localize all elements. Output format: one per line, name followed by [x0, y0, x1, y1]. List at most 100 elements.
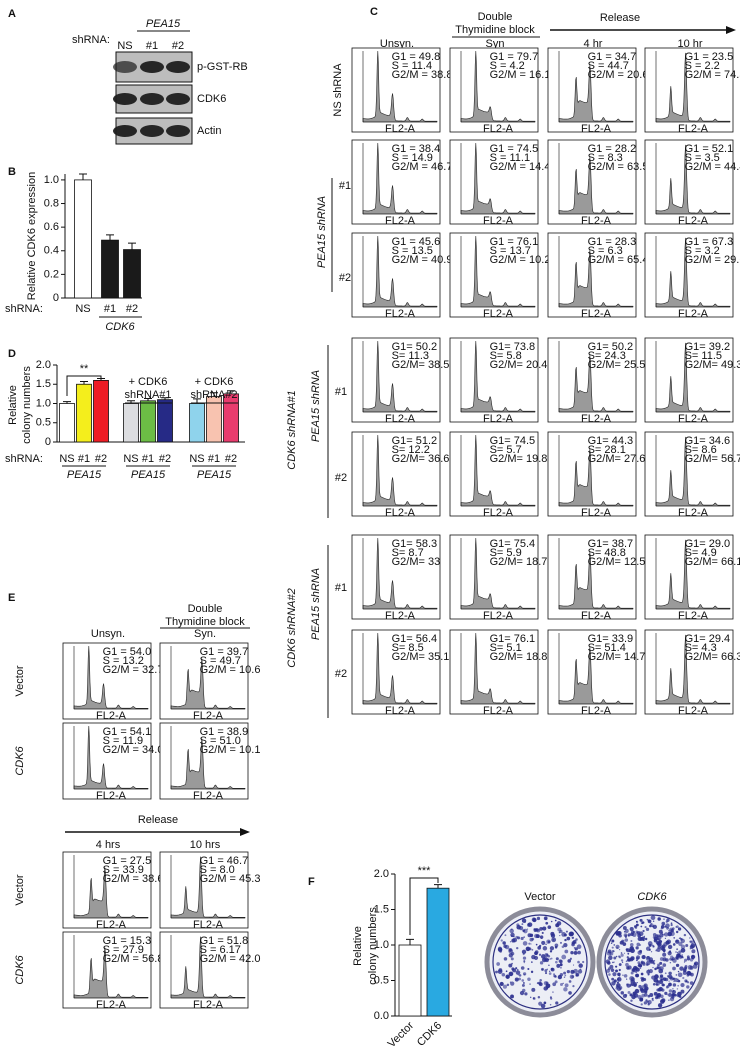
colony: [671, 927, 675, 930]
axis-label: FL2-A: [678, 610, 709, 622]
error-bar: [227, 390, 235, 394]
histogram-frame: [644, 337, 734, 423]
bar: [74, 179, 92, 299]
phase-value: G1= 29.4: [685, 633, 731, 645]
colony: [569, 957, 572, 960]
lane-label: #1: [146, 40, 158, 52]
axis-label: FL2-A: [96, 919, 127, 931]
y-tick-label: 0.8: [44, 197, 59, 209]
colony: [522, 972, 527, 976]
colony: [623, 974, 628, 978]
colony: [550, 931, 555, 936]
phase-value: G1 = 27.5: [103, 855, 152, 867]
colony: [676, 951, 679, 954]
colony: [508, 963, 513, 968]
column-header: 10 hr: [677, 38, 702, 50]
colony: [545, 981, 549, 985]
phase-value: S= 8.7: [392, 547, 424, 559]
colony: [559, 966, 562, 969]
colony: [659, 966, 664, 971]
colony: [616, 981, 619, 984]
colony: [623, 933, 628, 937]
colony: [514, 977, 519, 982]
colony: [509, 941, 512, 943]
colony: [682, 971, 687, 975]
colony: [523, 960, 526, 963]
phase-value: G1= 74.5: [490, 435, 536, 447]
colony: [650, 915, 656, 921]
axis-label: FL2-A: [193, 919, 224, 931]
histogram-trace: [460, 142, 536, 215]
colony: [497, 969, 503, 974]
colony: [501, 972, 506, 977]
colony: [531, 937, 535, 941]
y-axis-label: Relative: [7, 385, 19, 425]
phase-value: S = 13.7: [490, 245, 531, 257]
colony: [515, 967, 518, 970]
phase-value: G1= 39.2: [685, 341, 731, 353]
colony: [611, 981, 616, 986]
row-tag: #1: [335, 582, 347, 594]
colony: [575, 974, 578, 977]
histogram-trace: [73, 947, 149, 999]
colony: [651, 997, 654, 1000]
row-tag: #2: [335, 472, 347, 484]
colony: [547, 925, 552, 929]
phase-value: G1 = 28.2: [588, 143, 637, 155]
error-bar: [79, 173, 87, 180]
phase-value: S= 11.3: [392, 350, 429, 362]
phase-value: G2/M= 25.5: [588, 359, 646, 371]
colony: [634, 988, 640, 994]
histogram-trace: [558, 449, 634, 507]
lane-label: NS: [117, 40, 132, 52]
phase-value: G1 = 15.3: [103, 935, 152, 947]
colony: [613, 956, 617, 960]
y-tick-label: 0: [53, 292, 59, 304]
bar: [223, 393, 239, 443]
colony: [667, 944, 673, 950]
colony: [496, 962, 500, 966]
phase-value: G2/M = 65.4: [588, 254, 649, 266]
colony: [530, 943, 532, 945]
column-header: Syn: [486, 38, 505, 50]
phase-value: S= 5.1: [490, 642, 522, 654]
axis-label: FL2-A: [385, 507, 416, 519]
colony: [611, 939, 615, 943]
colony: [672, 988, 674, 990]
histogram-trace: [362, 632, 438, 705]
colony: [618, 955, 621, 958]
colony: [552, 982, 557, 987]
phase-value: G2/M= 49.3: [685, 359, 740, 371]
colony: [555, 960, 558, 964]
colony: [576, 944, 582, 950]
colony: [524, 992, 528, 996]
colony: [563, 987, 568, 992]
colony: [640, 972, 644, 976]
bar: [123, 249, 141, 299]
colony: [506, 983, 510, 987]
colony: [562, 982, 564, 984]
colony: [547, 958, 550, 961]
histogram-trace: [362, 340, 438, 413]
colony: [516, 968, 519, 971]
colony: [582, 960, 585, 964]
colony: [573, 950, 578, 955]
colony: [687, 965, 693, 970]
colony: [676, 948, 679, 951]
colony: [664, 991, 668, 995]
colony: [636, 931, 640, 935]
colony: [516, 925, 521, 930]
phase-value: G1= 58.3: [392, 538, 438, 550]
axis-label: FL2-A: [483, 123, 514, 135]
panel-letter: B: [8, 166, 16, 178]
y-axis-label: Relative: [352, 926, 364, 966]
colony: [561, 945, 565, 948]
histogram-frame: [351, 139, 441, 225]
colony: [682, 976, 685, 980]
colony: [544, 969, 548, 973]
y-tick-label: 1.0: [374, 939, 389, 951]
y-axis-label: colony numbers: [21, 366, 33, 444]
colony: [531, 948, 534, 951]
colony: [624, 938, 629, 942]
colony: [548, 972, 552, 975]
